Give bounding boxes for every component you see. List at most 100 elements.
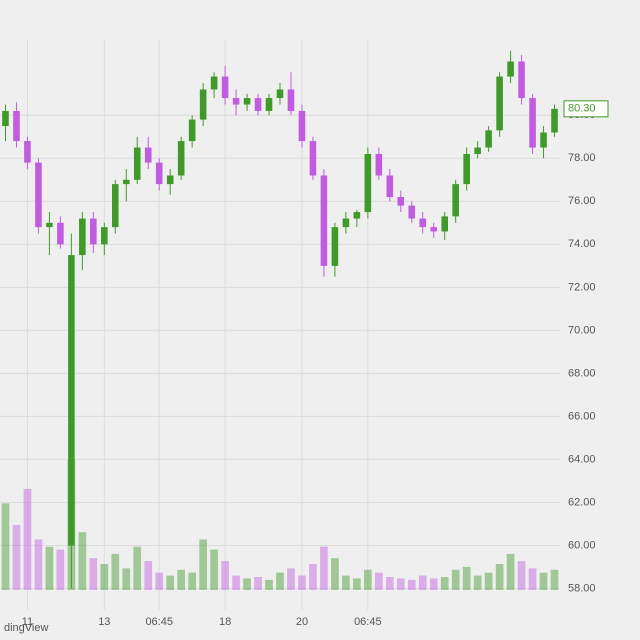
volume-bar bbox=[353, 578, 361, 590]
x-tick-label: 06:45 bbox=[354, 616, 382, 628]
candle-body bbox=[529, 98, 536, 148]
candle-body bbox=[122, 179, 130, 185]
y-tick-label: 62.00 bbox=[568, 496, 596, 508]
volume-bar bbox=[528, 568, 537, 590]
candle-body bbox=[507, 61, 514, 77]
candle-body bbox=[287, 89, 295, 111]
y-tick-label: 70.00 bbox=[568, 324, 596, 336]
volume-bar bbox=[418, 575, 427, 590]
volume-bar bbox=[495, 564, 504, 590]
volume-bar bbox=[451, 569, 460, 590]
candle-body bbox=[342, 218, 350, 228]
candle-body bbox=[243, 98, 251, 105]
volume-bar bbox=[320, 546, 328, 590]
y-tick-label: 66.00 bbox=[568, 410, 596, 422]
x-tick-label: 06:45 bbox=[145, 616, 173, 628]
volume-bar bbox=[254, 577, 262, 590]
y-tick-label: 64.00 bbox=[568, 453, 596, 465]
volume-bar bbox=[374, 572, 383, 590]
volume-bar bbox=[243, 578, 251, 590]
volume-bar bbox=[122, 568, 131, 590]
volume-bar bbox=[506, 553, 515, 590]
volume-bar bbox=[407, 579, 416, 590]
candle-body bbox=[386, 175, 394, 198]
volume-bar bbox=[265, 579, 273, 590]
volume-bar bbox=[34, 539, 43, 590]
x-tick-label: 20 bbox=[296, 616, 308, 628]
candle-body bbox=[57, 222, 64, 245]
volume-bar bbox=[155, 572, 164, 590]
candle-body bbox=[210, 76, 218, 90]
candle-body bbox=[155, 162, 163, 185]
candle-body bbox=[144, 147, 152, 163]
volume-bar bbox=[517, 561, 526, 590]
volume-bar bbox=[298, 575, 306, 590]
volume-bar bbox=[484, 572, 493, 590]
candle-body bbox=[353, 212, 361, 219]
watermark: dingView bbox=[4, 622, 48, 634]
candle-body bbox=[397, 197, 405, 206]
candle-body bbox=[485, 130, 492, 148]
volume-bar bbox=[111, 553, 120, 590]
candle-body bbox=[309, 141, 317, 176]
volume-bar bbox=[462, 566, 471, 590]
candle-body bbox=[177, 141, 185, 176]
candle-body bbox=[166, 175, 174, 185]
volume-bar bbox=[539, 572, 548, 590]
volume-bar bbox=[440, 577, 449, 590]
volume-bar bbox=[396, 578, 405, 590]
volume-bar bbox=[133, 546, 142, 590]
candle-body bbox=[463, 154, 470, 185]
volume-bar bbox=[23, 488, 32, 590]
candle-body bbox=[408, 205, 416, 219]
volume-bar bbox=[199, 539, 207, 590]
volume-bar bbox=[429, 578, 438, 590]
candle-body bbox=[79, 218, 86, 256]
y-tick-label: 72.00 bbox=[568, 281, 596, 293]
candle-body bbox=[441, 216, 448, 232]
volume-bar bbox=[232, 575, 240, 590]
candle-body bbox=[133, 147, 141, 180]
y-tick-label: 68.00 bbox=[568, 367, 596, 379]
candle-body bbox=[35, 162, 42, 228]
candle-body bbox=[90, 218, 97, 245]
volume-bar bbox=[342, 575, 350, 590]
volume-bar bbox=[89, 558, 98, 590]
volume-bar bbox=[364, 569, 372, 590]
volume-bar bbox=[12, 525, 21, 590]
candle-body bbox=[474, 147, 481, 154]
candle-body bbox=[199, 89, 207, 120]
candle-body bbox=[254, 98, 262, 111]
candle-body bbox=[188, 119, 196, 142]
candle-body bbox=[298, 110, 306, 142]
volume-bar bbox=[45, 546, 54, 590]
candle-body bbox=[13, 110, 20, 142]
volume-bar bbox=[177, 569, 186, 590]
volume-bar bbox=[550, 569, 559, 590]
x-tick-label: 11 bbox=[22, 616, 33, 628]
y-tick-label: 78.00 bbox=[568, 152, 596, 164]
candle-body bbox=[331, 227, 339, 266]
last-price-box bbox=[563, 100, 609, 118]
candle-body bbox=[265, 98, 273, 111]
last-price-label: 80.30 bbox=[568, 103, 596, 115]
volume-bar bbox=[188, 572, 196, 590]
volume-bar bbox=[166, 575, 175, 590]
candle-body bbox=[276, 89, 284, 99]
volume-bar bbox=[309, 564, 317, 590]
candle-body bbox=[430, 227, 438, 232]
volume-bar bbox=[385, 577, 394, 590]
candle-body bbox=[496, 76, 503, 131]
x-tick-label: 18 bbox=[219, 616, 231, 628]
volume-bar bbox=[287, 568, 295, 590]
y-tick-label: 60.00 bbox=[568, 539, 596, 551]
candle-body bbox=[232, 98, 240, 105]
volume-bar bbox=[1, 503, 10, 590]
candle-body bbox=[540, 132, 547, 148]
candle-body bbox=[518, 61, 525, 99]
candle-body bbox=[46, 222, 53, 228]
candle-body bbox=[551, 108, 558, 133]
candle-body bbox=[364, 154, 372, 213]
